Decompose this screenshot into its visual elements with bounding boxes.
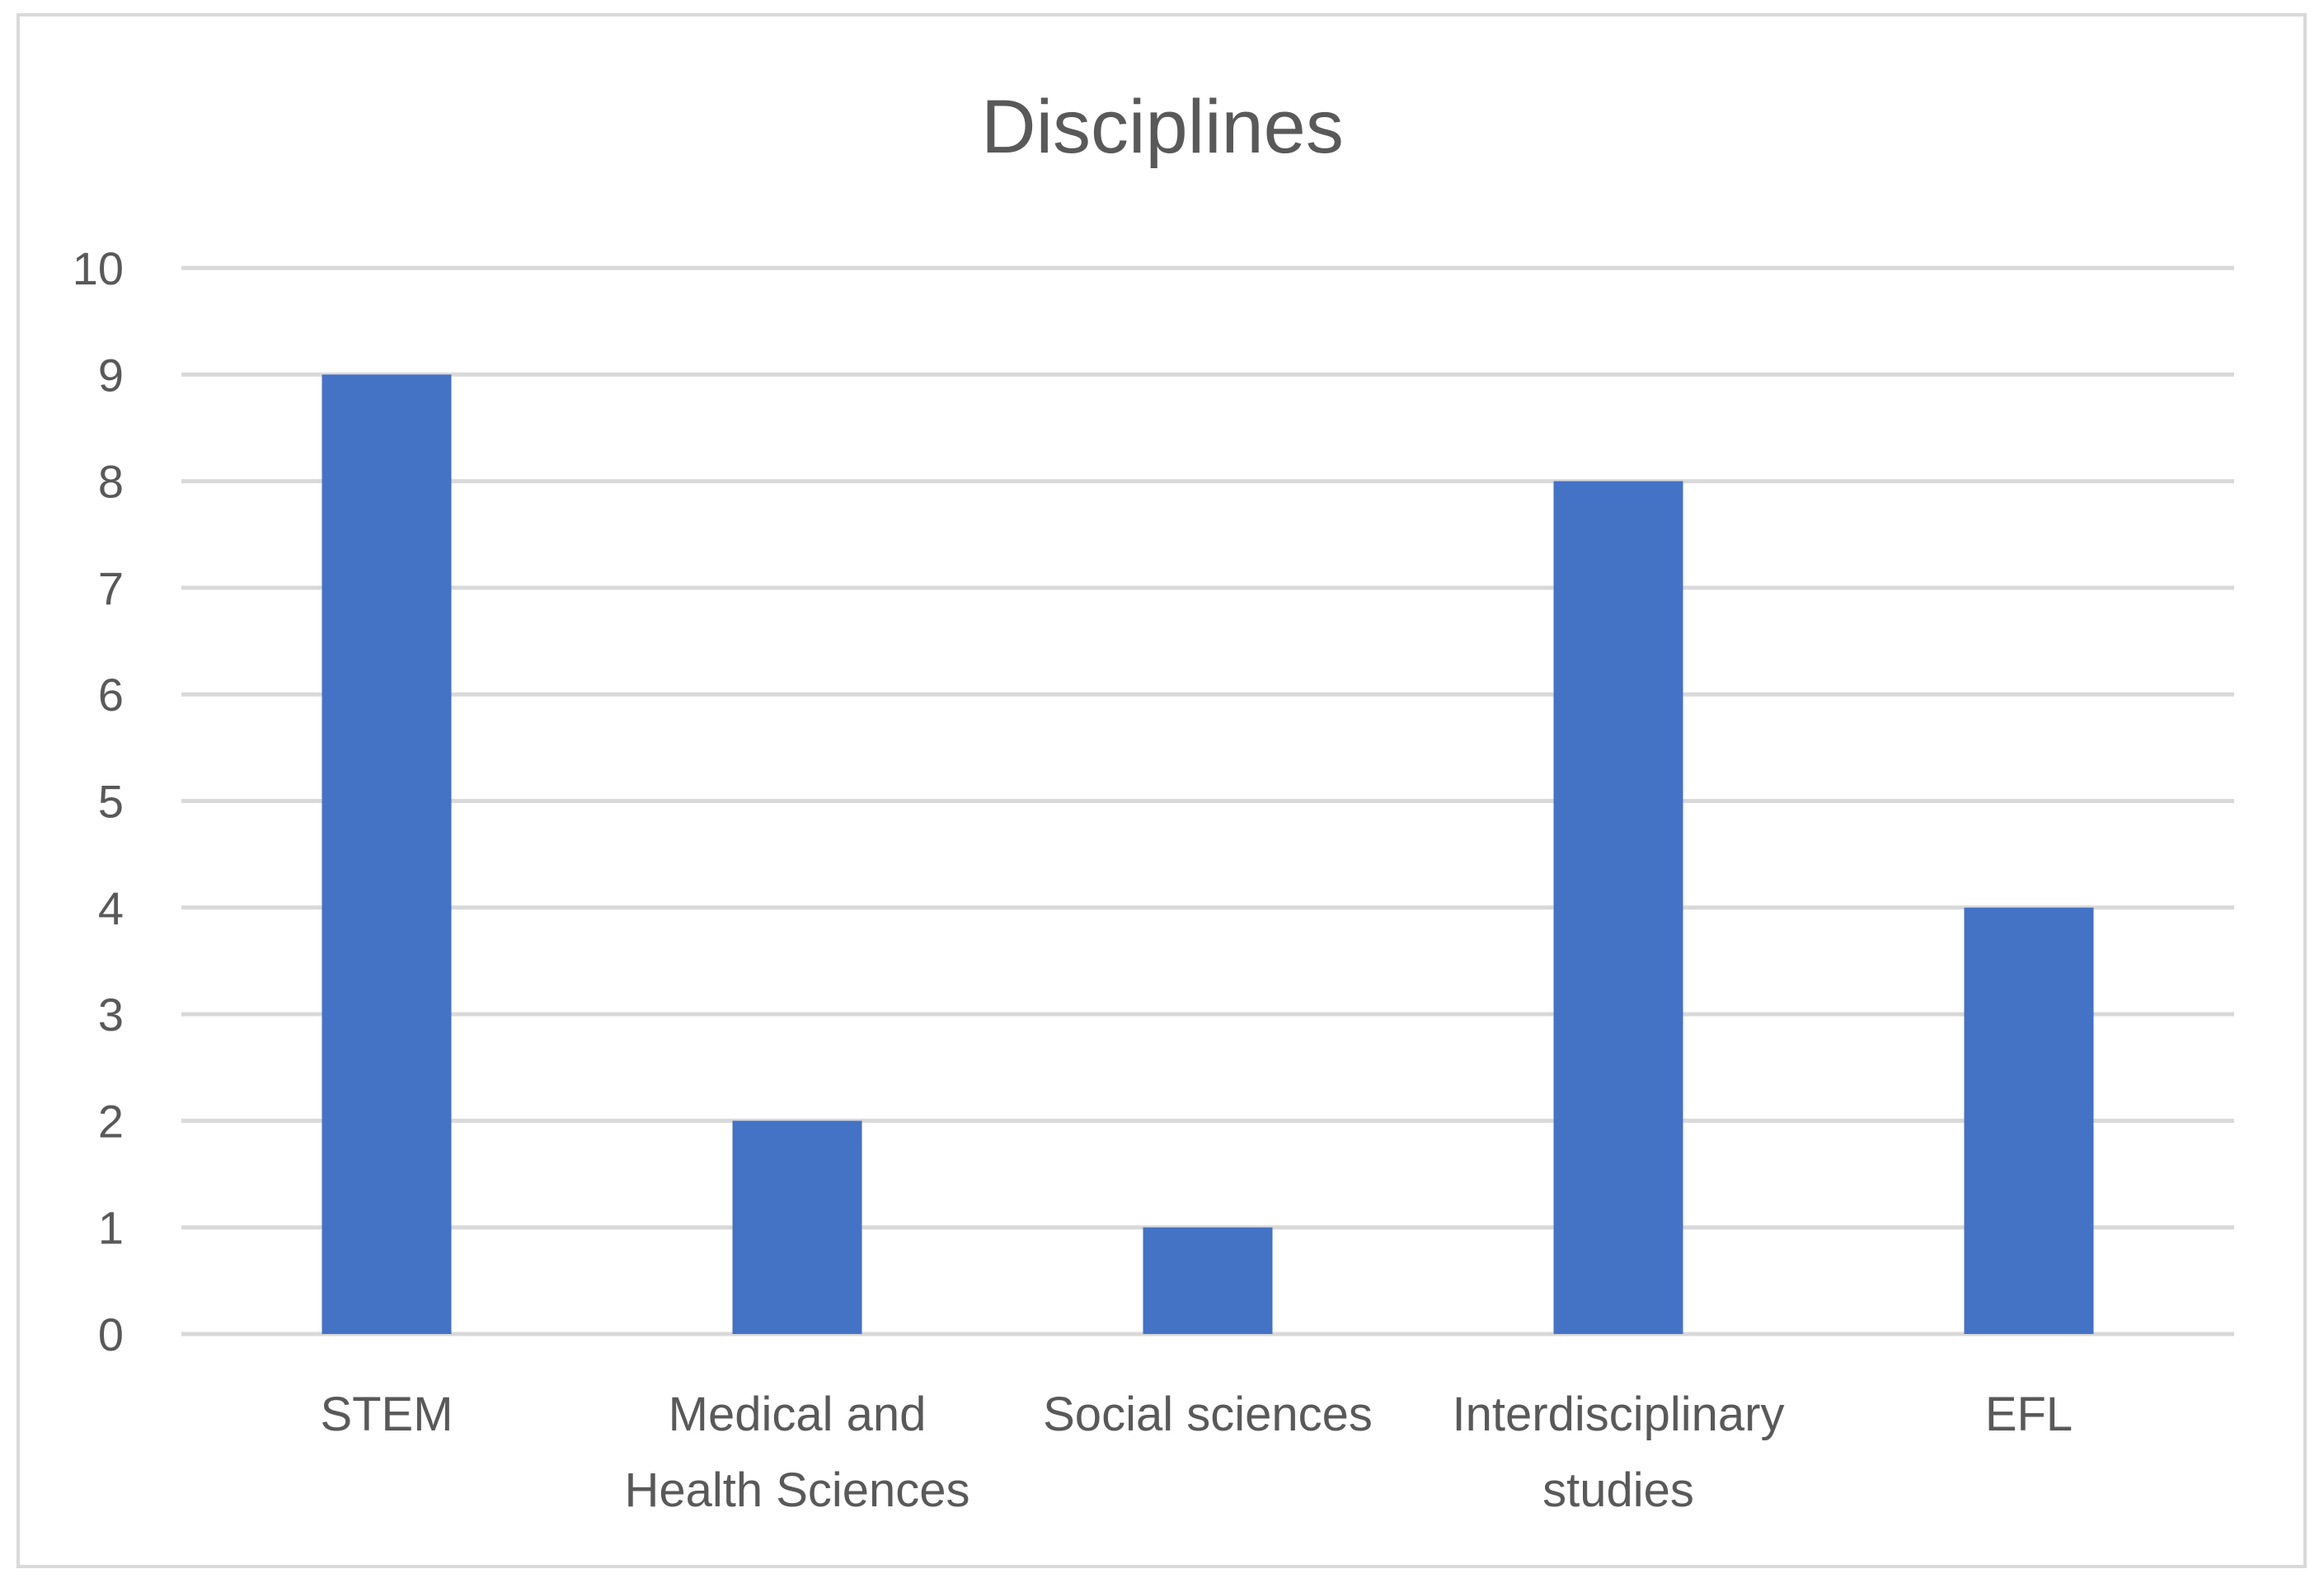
gridlines [181,265,2234,1336]
bars [322,374,2094,1334]
y-tick-label-10: 10 [73,242,124,294]
y-tick-label-1: 1 [98,1202,124,1254]
x-axis-tick-labels: STEM Medical and Health Sciences Social sci… [320,1388,2073,1517]
y-tick-label-4: 4 [98,882,124,934]
x-tick-label-interdisciplinary-studies: Interdisciplinary studies [1453,1388,1785,1517]
bar-interdisciplinary-studies [1553,481,1683,1334]
y-tick-label-5: 5 [98,776,124,828]
bar-stem [322,374,452,1334]
x-tick-label-medical-and-health-sciences: Medical and Health Sciences [624,1388,970,1517]
x-tick-label-stem: STEM [320,1388,453,1441]
bar-social-sciences [1143,1227,1273,1334]
y-tick-label-6: 6 [98,669,124,721]
bar-efl [1964,907,2094,1334]
chart-title: Disciplines [981,85,1344,169]
y-tick-label-7: 7 [98,562,124,614]
y-tick-label-2: 2 [98,1095,124,1147]
y-tick-label-3: 3 [98,989,124,1040]
y-axis-tick-labels: 0 1 2 3 4 5 6 7 8 9 10 [73,242,124,1360]
y-tick-label-9: 9 [98,349,124,401]
x-tick-label-social-sciences: Social sciences [1043,1388,1373,1441]
x-tick-label-efl: EFL [1985,1388,2073,1441]
y-tick-label-0: 0 [98,1308,124,1360]
y-tick-label-8: 8 [98,456,124,508]
bar-medical-and-health-sciences [732,1120,862,1334]
